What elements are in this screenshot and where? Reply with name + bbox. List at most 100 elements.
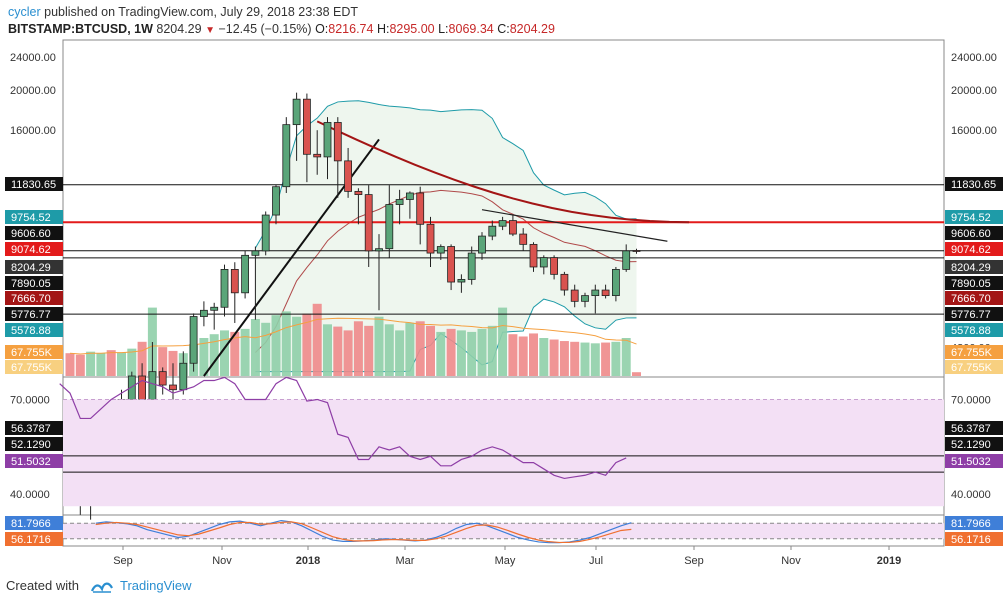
price-tag-label-left: 67.755K xyxy=(11,347,53,359)
price-tag-label-right: 5578.88 xyxy=(951,325,991,337)
volume-bar xyxy=(250,319,260,376)
high-label: H: xyxy=(376,22,390,36)
volume-bar xyxy=(559,341,569,376)
stoch-d-line xyxy=(95,521,632,544)
rsi-band-bg xyxy=(63,399,944,507)
rsi-tag-right xyxy=(945,421,1003,435)
close-value: 8204.29 xyxy=(509,22,555,36)
candle-body xyxy=(550,257,558,275)
rsi-tick-label-left: 40.0000 xyxy=(10,489,50,501)
bollinger-basis xyxy=(255,189,637,353)
price-tag-label-right: 7666.70 xyxy=(951,293,991,305)
candle-body xyxy=(261,214,270,252)
price-tick-label-left: 20000.00 xyxy=(10,85,56,97)
volume-bar xyxy=(477,328,487,376)
price-tag-left xyxy=(5,323,63,337)
down-triangle-icon: ▼ xyxy=(205,25,215,36)
volume-bar xyxy=(75,354,85,376)
volume-bar xyxy=(240,328,250,376)
price-tag-left xyxy=(5,210,63,224)
candle-body xyxy=(251,250,260,256)
stoch-tag-label-right: 56.1716 xyxy=(951,534,991,546)
low-value: 8069.34 xyxy=(448,22,494,36)
volume-bar xyxy=(611,341,621,376)
price-tag-label-right: 11830.65 xyxy=(951,179,996,191)
candle-body xyxy=(498,220,507,227)
price-tag-right xyxy=(945,360,1003,374)
candle-body xyxy=(354,190,363,195)
rsi-tag-label-right: 51.5032 xyxy=(951,456,991,468)
author-name[interactable]: cycler xyxy=(8,5,41,19)
symbol-line: BITSTAMP:BTCUSD, 1W 8204.29 ▼ −12.45 (−0… xyxy=(8,21,555,39)
low-label: L: xyxy=(438,22,449,36)
stoch-tag-label-left: 81.7966 xyxy=(11,518,51,530)
high-value: 8295.00 xyxy=(389,22,435,36)
resistance-line xyxy=(481,209,668,242)
time-tick-label: 2018 xyxy=(296,555,320,567)
volume-bar xyxy=(117,352,126,376)
volume-bar xyxy=(106,350,116,376)
descending-resistance-curve xyxy=(316,120,690,224)
volume-bar xyxy=(96,353,106,376)
volume-bar xyxy=(86,351,96,376)
volume-bar xyxy=(127,348,137,376)
candle-body xyxy=(169,384,177,391)
rsi-line xyxy=(59,376,627,480)
candle-body xyxy=(241,254,250,294)
rsi-tag-left xyxy=(5,421,63,435)
price-tag-left xyxy=(5,307,63,321)
rsi-tag-label-right: 52.1290 xyxy=(951,439,991,451)
price-tag-label-left: 9606.60 xyxy=(11,228,51,240)
symbol-label[interactable]: BITSTAMP:BTCUSD, 1W xyxy=(8,22,153,36)
open-label: O: xyxy=(315,22,329,36)
candle-body xyxy=(323,122,332,158)
volume-bar xyxy=(137,341,147,376)
candle-body xyxy=(138,375,147,400)
price-tag-right xyxy=(945,242,1003,256)
candle-body xyxy=(220,269,229,308)
price-tag-right xyxy=(945,291,1003,305)
volume-bar xyxy=(580,342,590,376)
time-tick-label: Nov xyxy=(781,555,801,567)
price-tag-left xyxy=(5,276,63,290)
candle-body xyxy=(457,279,466,283)
volume-bar xyxy=(292,316,302,376)
candle-body xyxy=(467,252,476,280)
price-tag-label-right: 9074.62 xyxy=(951,244,991,256)
candle-body xyxy=(405,192,414,200)
volume-bar xyxy=(446,328,456,376)
tradingview-brand[interactable]: TradingView xyxy=(120,578,192,593)
candle-body xyxy=(272,186,280,216)
price-tag-right xyxy=(945,177,1003,191)
price-change: −12.45 (−0.15%) xyxy=(218,22,312,36)
volume-bar xyxy=(230,331,240,376)
chart-svg[interactable]: 24000.0020000.0016000.0012000.004800.002… xyxy=(0,0,1007,575)
footer: Created with TradingView xyxy=(6,578,192,594)
candle-body xyxy=(179,362,188,391)
candle-body xyxy=(591,289,600,297)
volume-bar xyxy=(529,333,538,376)
open-value: 8216.74 xyxy=(328,22,374,36)
price-tag-label-right: 9754.52 xyxy=(951,212,991,224)
time-tick-label: Sep xyxy=(684,555,704,567)
price-tag-label-right: 67.755K xyxy=(951,362,993,374)
price-tag-label-right: 9606.60 xyxy=(951,228,991,240)
candle-body xyxy=(395,199,404,205)
candle-body xyxy=(426,223,435,254)
price-tag-label-left: 67.755K xyxy=(11,362,53,374)
publish-info: published on TradingView.com, July 29, 2… xyxy=(44,5,358,19)
price-tag-label-left: 9074.62 xyxy=(11,244,51,256)
price-tag-left xyxy=(5,291,63,305)
price-tag-label-left: 5578.88 xyxy=(11,325,51,337)
volume-bar xyxy=(158,347,168,376)
volume-bar xyxy=(364,325,374,376)
last-price: 8204.29 xyxy=(156,22,202,36)
time-tick-label: Jul xyxy=(589,555,603,567)
price-tag-label-right: 67.755K xyxy=(951,347,993,359)
price-tag-left xyxy=(5,260,63,274)
volume-bar xyxy=(487,325,497,376)
price-tag-left xyxy=(5,360,63,374)
price-tag-label-left: 7890.05 xyxy=(11,278,51,290)
candle-body xyxy=(508,220,517,235)
price-tick-label-right: 16000.00 xyxy=(951,125,997,137)
